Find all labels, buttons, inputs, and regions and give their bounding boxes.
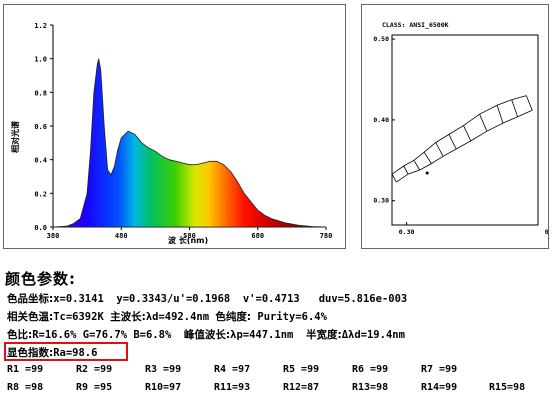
cie-quad-divider bbox=[448, 134, 457, 150]
cie-panel: CLASS: ANSI_6500K 0.50 0.40 0.30 0.30 0.40 bbox=[361, 4, 554, 249]
dominant-value: λd=492.4nm bbox=[145, 311, 216, 323]
spectrum-x-tick-label: 680 bbox=[251, 232, 264, 240]
cie-measured-point bbox=[425, 171, 429, 175]
ra-line: 显色指数:Ra=98.6 bbox=[7, 345, 97, 360]
ri-value: R3 =99 bbox=[145, 364, 182, 375]
cie-x-tick-label: 0.40 bbox=[545, 228, 548, 236]
cct-line: 相关色温:Tc=6392K 主波长:λd=492.4nm 色纯度: Purity… bbox=[7, 309, 327, 324]
cie-quad-divider bbox=[496, 105, 504, 124]
cie-quad-divider bbox=[403, 165, 409, 175]
ri-value: R5 =99 bbox=[283, 364, 320, 375]
cie-quadrangles bbox=[391, 95, 533, 183]
chromaticity-label: 色品坐标: bbox=[7, 293, 54, 305]
spectrum-ylabel: 相对光谱 bbox=[10, 121, 20, 153]
peak-label: 峰值波长: bbox=[183, 329, 231, 341]
chromaticity-value: x=0.3141 y=0.3343/u'=0.1968 v'=0.4713 du… bbox=[53, 293, 408, 305]
ri-value: R15=98 bbox=[489, 382, 526, 393]
ri-value: R12=87 bbox=[283, 382, 320, 393]
params-title: 颜色参数: bbox=[5, 270, 76, 288]
hw-label: 半宽度: bbox=[305, 329, 342, 341]
cie-x-tick-label: 0.30 bbox=[399, 228, 415, 236]
spectrum-x-tick-label: 580 bbox=[183, 232, 196, 240]
cct-label: 相关色温: bbox=[7, 311, 54, 323]
ri-value: R7 =99 bbox=[421, 364, 458, 375]
cie-chart: CLASS: ANSI_6500K 0.50 0.40 0.30 0.30 0.40 bbox=[373, 21, 554, 236]
spectrum-xlabel: 波 长(nm) bbox=[168, 235, 208, 245]
spectrum-chart: 0.0 0.2 0.4 0.6 0.8 1.0 1.2 380 480 580 680 780 相对光… bbox=[10, 22, 333, 245]
cie-quad-divider bbox=[479, 114, 488, 132]
cie-title: CLASS: ANSI_6500K bbox=[382, 21, 449, 29]
cie-y-tick-label: 0.50 bbox=[373, 35, 389, 43]
ri-value: R10=97 bbox=[145, 382, 182, 393]
spectrum-y-tick-label: 1.2 bbox=[34, 22, 47, 30]
spectrum-y-tick-label: 0.2 bbox=[34, 190, 47, 198]
ri-value: R9 =95 bbox=[76, 382, 113, 393]
cie-y-tick-label: 0.30 bbox=[373, 197, 389, 205]
ri-value: R14=99 bbox=[421, 382, 458, 393]
cie-quad-divider bbox=[435, 142, 444, 157]
cie-quad-divider bbox=[525, 95, 533, 111]
spectrum-x-tick-label: 780 bbox=[320, 232, 333, 240]
ri-value: R13=98 bbox=[352, 382, 389, 393]
ratio-label: 色比: bbox=[7, 329, 33, 341]
cie-quad-divider bbox=[423, 151, 432, 164]
hw-value: Δλd=19.4nm bbox=[341, 329, 405, 341]
ri-value: R1 =99 bbox=[7, 364, 44, 375]
ra-value: Ra=98.6 bbox=[53, 347, 98, 359]
cct-value: Tc=6392K bbox=[53, 311, 111, 323]
ratio-value: R=16.6% G=76.7% B=6.8% bbox=[32, 329, 184, 341]
ri-value: R2 =99 bbox=[76, 364, 113, 375]
chromaticity-line: 色品坐标:x=0.3141 y=0.3343/u'=0.1968 v'=0.47… bbox=[7, 291, 407, 306]
spectrum-y-tick-label: 0.0 bbox=[34, 224, 47, 232]
peak-value: λp=447.1nm bbox=[230, 329, 306, 341]
ri-value: R6 =99 bbox=[352, 364, 389, 375]
cie-boundary-upper bbox=[391, 95, 527, 175]
ri-value: R4 =97 bbox=[214, 364, 251, 375]
cie-boundary-lower bbox=[396, 109, 533, 183]
spectrum-y-tick-label: 0.6 bbox=[34, 123, 47, 131]
cie-quad-divider bbox=[413, 160, 421, 171]
spectrum-x-tick-label: 380 bbox=[47, 232, 60, 240]
dominant-label: 主波长: bbox=[110, 311, 146, 323]
purity-label: 色纯度: bbox=[215, 311, 252, 323]
cie-y-tick-label: 0.40 bbox=[373, 116, 389, 124]
cie-quad-divider bbox=[463, 125, 472, 142]
purity-value: Purity=6.4% bbox=[251, 311, 327, 323]
spectrum-x-tick-label: 480 bbox=[115, 232, 128, 240]
ratio-line: 色比:R=16.6% G=76.7% B=6.8% 峰值波长:λp=447.1n… bbox=[7, 327, 405, 342]
ra-highlight-box bbox=[4, 342, 128, 361]
cie-quad-divider bbox=[511, 99, 518, 117]
spectrum-y-tick-label: 1.0 bbox=[34, 56, 47, 64]
spectrum-area bbox=[52, 58, 327, 228]
cie-axes: 0.50 0.40 0.30 0.30 0.40 bbox=[373, 34, 554, 236]
ra-label: 显色指数: bbox=[7, 347, 54, 359]
cie-quad-divider bbox=[391, 173, 397, 183]
spectrum-y-tick-label: 0.4 bbox=[34, 157, 47, 165]
ri-value: R8 =98 bbox=[7, 382, 44, 393]
ri-value: R11=93 bbox=[214, 382, 251, 393]
cie-plot-frame bbox=[391, 34, 539, 226]
spectrum-panel: 0.0 0.2 0.4 0.6 0.8 1.0 1.2 380 480 580 680 780 相对光… bbox=[3, 4, 346, 249]
spectrum-y-tick-label: 0.8 bbox=[34, 89, 47, 97]
